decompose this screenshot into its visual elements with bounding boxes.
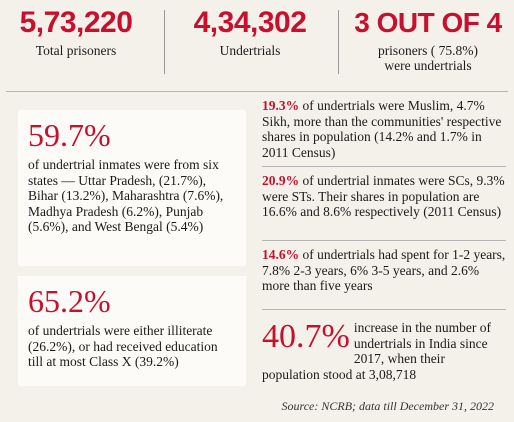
divider (338, 10, 339, 74)
stat-value: 5,73,220 (19, 6, 133, 39)
stat-undertrials: 4,34,302 Undertrials (182, 6, 318, 58)
stat-three-of-four: 3 OUT OF 4 prisoners ( 75.8%) were under… (348, 6, 508, 73)
fact-text: of undertrial inmates were SCs, 9.3% wer… (262, 173, 505, 219)
left-card-education: 65.2% of undertrials were either illiter… (18, 276, 246, 386)
fact-text: of undertrials had spent for 1-2 years, … (262, 247, 506, 293)
big-percentage: 65.2% (28, 283, 111, 319)
horizontal-rule (262, 166, 506, 167)
left-card-states: 59.7% of undertrial inmates were from si… (18, 110, 246, 266)
fact-religion: 19.3% of undertrials were Muslim, 4.7% S… (262, 98, 506, 160)
big-percentage: 40.7% (262, 318, 350, 355)
fact-text: of undertrials were Muslim, 4.7% Sikh, m… (262, 98, 502, 160)
stat-label: prisoners ( 75.8%) were undertrials (377, 43, 479, 73)
fact-increase: 40.7% increase in the number of undertria… (262, 320, 506, 382)
fact-text: increase in the number of undertrials in… (262, 320, 492, 382)
highlight-percentage: 14.6% (262, 247, 300, 262)
fact-duration: 14.6% of undertrials had spent for 1-2 y… (262, 247, 506, 294)
stat-label: Undertrials (219, 43, 281, 58)
highlight-percentage: 19.3% (262, 98, 300, 113)
horizontal-rule (262, 240, 506, 241)
card-text: of undertrials were either illiterate (2… (28, 323, 218, 369)
source-note: Source: NCRB; data till December 31, 202… (281, 399, 494, 413)
stat-total-prisoners: 5,73,220 Total prisoners (8, 6, 144, 58)
big-percentage: 59.7% (28, 117, 111, 153)
horizontal-rule (6, 91, 508, 92)
stat-value: 4,34,302 (193, 6, 307, 39)
highlight-percentage: 20.9% (262, 173, 300, 188)
divider (164, 10, 165, 74)
stat-label: Total prisoners (35, 43, 117, 58)
horizontal-rule (262, 309, 506, 310)
fact-caste: 20.9% of undertrial inmates were SCs, 9.… (262, 173, 506, 220)
card-text: of undertrial inmates were from six stat… (28, 157, 224, 234)
stat-value: 3 OUT OF 4 (354, 7, 502, 38)
